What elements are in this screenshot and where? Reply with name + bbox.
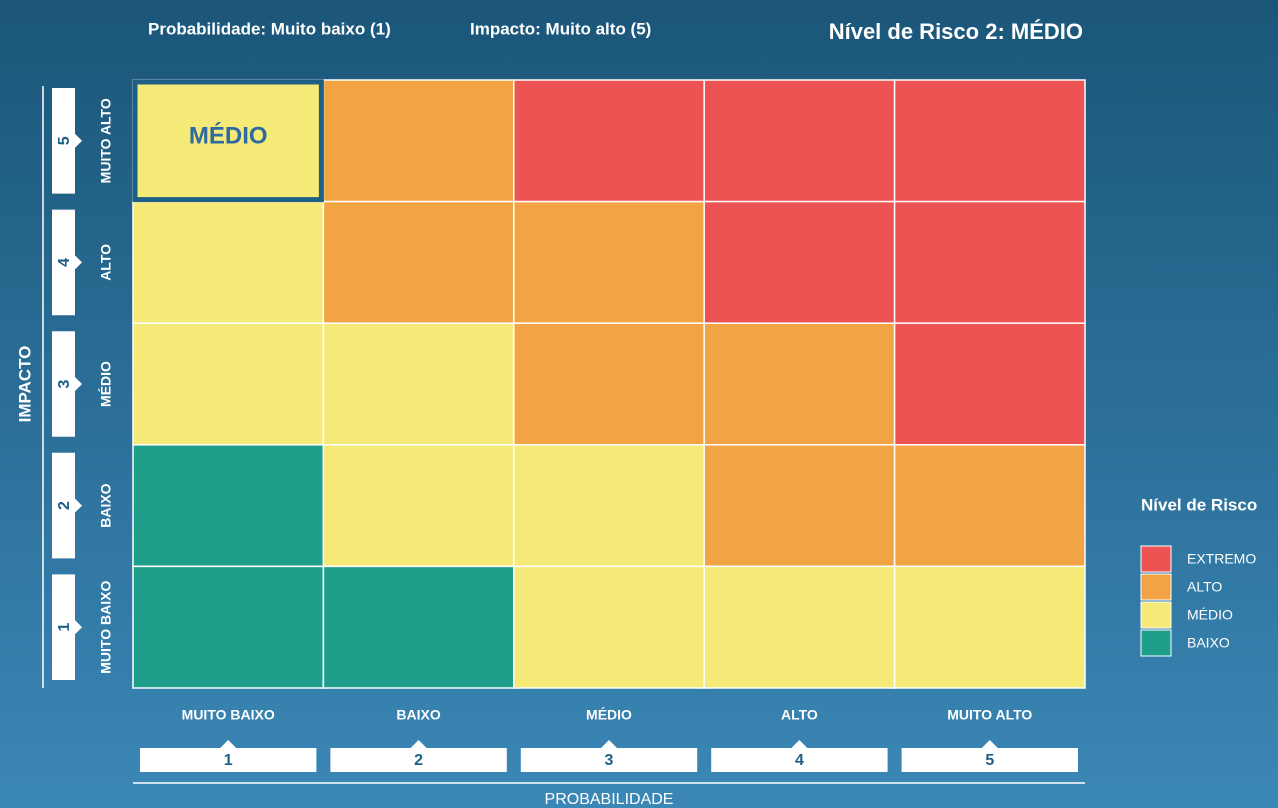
matrix-cell bbox=[132, 322, 325, 446]
x-level-tab bbox=[711, 740, 888, 772]
y-level-label: ALTO bbox=[98, 244, 114, 281]
matrix-cell bbox=[893, 79, 1086, 203]
matrix-cell bbox=[703, 565, 896, 689]
matrix-cell bbox=[703, 79, 896, 203]
legend-label: MÉDIO bbox=[1187, 607, 1233, 623]
impact-heading: Impacto: Muito alto (5) bbox=[470, 19, 651, 38]
selected-cell-label: MÉDIO bbox=[189, 121, 268, 149]
matrix-cell bbox=[322, 200, 515, 324]
matrix-cell bbox=[132, 444, 325, 568]
legend-swatch bbox=[1140, 545, 1172, 573]
x-level-tab bbox=[140, 740, 317, 772]
matrix-cell bbox=[322, 565, 515, 689]
x-level-label: MUITO ALTO bbox=[947, 707, 1032, 723]
x-level-label: MÉDIO bbox=[586, 707, 632, 723]
y-level-number: 5 bbox=[56, 136, 73, 145]
x-level-number: 4 bbox=[795, 752, 804, 769]
y-level-tab bbox=[52, 574, 82, 680]
y-level-number: 1 bbox=[56, 623, 73, 632]
y-level-tab bbox=[52, 331, 82, 437]
y-level-label: BAIXO bbox=[98, 483, 114, 527]
matrix-cell bbox=[132, 200, 325, 324]
legend-label: EXTREMO bbox=[1187, 551, 1256, 567]
x-level-number: 5 bbox=[985, 752, 994, 769]
x-level-label: ALTO bbox=[781, 707, 818, 723]
x-level-tab bbox=[901, 740, 1078, 772]
y-level-label: MUITO BAIXO bbox=[98, 581, 114, 674]
legend-label: ALTO bbox=[1187, 579, 1222, 595]
x-level-tab bbox=[520, 740, 698, 772]
y-level-tab bbox=[52, 88, 82, 194]
legend-label: BAIXO bbox=[1187, 635, 1230, 651]
matrix-cell bbox=[893, 322, 1086, 446]
legend-swatch bbox=[1140, 601, 1172, 629]
y-level-number: 2 bbox=[56, 501, 73, 510]
selected-cell bbox=[132, 79, 324, 203]
matrix-cell bbox=[513, 444, 705, 568]
matrix-cell bbox=[513, 200, 705, 324]
matrix-cell bbox=[513, 565, 705, 689]
matrix-cell bbox=[132, 565, 325, 689]
matrix-cell bbox=[893, 200, 1086, 324]
x-level-number: 2 bbox=[414, 752, 423, 769]
legend-swatch bbox=[1140, 573, 1172, 601]
matrix-cell bbox=[132, 79, 325, 203]
legend-swatch bbox=[1140, 629, 1172, 657]
matrix-cell bbox=[322, 444, 515, 568]
matrix-cell bbox=[893, 565, 1086, 689]
y-level-number: 4 bbox=[56, 258, 73, 267]
matrix-cell bbox=[513, 322, 705, 446]
matrix-cell bbox=[322, 79, 515, 203]
y-level-tab bbox=[52, 452, 82, 559]
probability-heading: Probabilidade: Muito baixo (1) bbox=[148, 19, 391, 38]
x-level-number: 1 bbox=[224, 752, 233, 769]
y-level-label: MUITO ALTO bbox=[98, 98, 114, 183]
x-level-tab bbox=[330, 740, 507, 772]
y-level-number: 3 bbox=[56, 379, 73, 388]
risk-level-heading: Nível de Risco 2: MÉDIO bbox=[829, 19, 1083, 44]
matrix-cell bbox=[703, 322, 896, 446]
x-level-label: MUITO BAIXO bbox=[182, 707, 275, 723]
y-level-tab bbox=[52, 209, 82, 316]
matrix-cell bbox=[893, 444, 1086, 568]
x-level-number: 3 bbox=[605, 752, 614, 769]
x-axis-title: PROBABILIDADE bbox=[545, 791, 674, 808]
legend-title: Nível de Risco bbox=[1141, 495, 1257, 514]
x-level-label: BAIXO bbox=[396, 707, 440, 723]
matrix-cell bbox=[322, 322, 515, 446]
matrix-cell bbox=[513, 79, 705, 203]
matrix-cell bbox=[703, 200, 896, 324]
matrix-cell bbox=[703, 444, 896, 568]
y-level-label: MÉDIO bbox=[98, 361, 114, 407]
y-axis-title: IMPACTO bbox=[15, 346, 34, 423]
